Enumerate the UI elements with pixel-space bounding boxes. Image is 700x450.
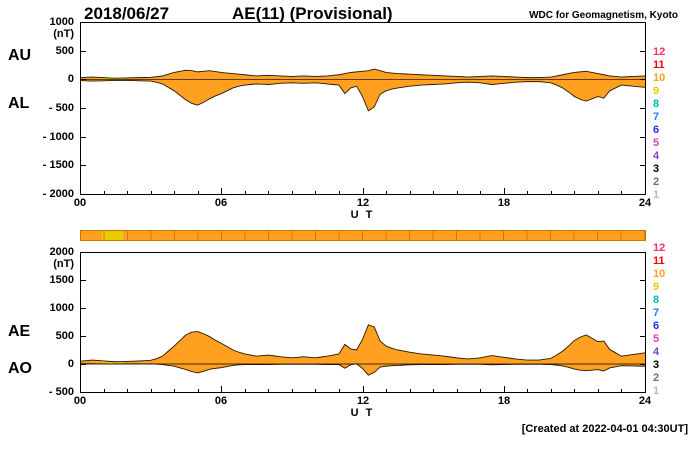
x-tick-label: 06 (214, 197, 228, 209)
y-tick-label: 1500 (49, 274, 74, 286)
plot-date: 2018/06/27 (84, 4, 170, 23)
station-count-1: 1 (653, 385, 660, 397)
x-tick-label: 00 (73, 395, 87, 407)
station-count-9: 9 (653, 85, 660, 97)
label-ao: AO (8, 360, 32, 377)
station-count-2: 2 (653, 176, 660, 188)
station-count-12: 12 (653, 242, 666, 254)
station-count-10: 10 (653, 268, 666, 280)
station-count-11: 11 (653, 59, 665, 71)
x-tick-label: 00 (73, 197, 87, 209)
x-tick-label: 18 (497, 197, 511, 209)
station-count-9: 9 (653, 281, 660, 293)
station-count-8: 8 (653, 98, 660, 110)
station-count-7: 7 (653, 307, 660, 319)
y-tick-label: 500 (55, 45, 74, 57)
y-tick-label: 2000 (49, 246, 74, 258)
y-axis-unit-label: (nT) (53, 28, 74, 40)
y-tick-label: 0 (67, 358, 74, 370)
y-tick-label: - 500 (48, 102, 74, 114)
x-tick-label: 06 (214, 395, 228, 407)
ut-axis-label: U T (350, 209, 375, 221)
station-count-6: 6 (653, 124, 660, 136)
y-tick-label: 1000 (49, 16, 74, 28)
x-tick-label: 18 (497, 395, 511, 407)
y-tick-label: 500 (55, 330, 74, 342)
station-count-12: 12 (653, 46, 666, 58)
y-axis-unit-label: (nT) (53, 258, 74, 270)
x-tick-label: 12 (356, 197, 370, 209)
y-tick-label: - 1500 (42, 159, 74, 171)
station-count-4: 4 (653, 346, 660, 358)
y-tick-label: 0 (67, 73, 74, 85)
station-count-11: 11 (653, 255, 665, 267)
station-count-5: 5 (653, 137, 660, 149)
station-count-10: 10 (653, 72, 666, 84)
source-label: WDC for Geomagnetism, Kyoto (529, 10, 678, 21)
ut-axis-label: U T (350, 407, 375, 419)
station-count-5: 5 (653, 333, 660, 345)
plot-title: AE(11) (Provisional) (232, 4, 393, 23)
y-tick-label: - 2000 (42, 188, 74, 200)
station-count-6: 6 (653, 320, 660, 332)
x-tick-label: 24 (638, 197, 652, 209)
y-tick-label: 1000 (49, 302, 74, 314)
station-count-3: 3 (653, 163, 660, 175)
y-tick-label: - 500 (48, 386, 74, 398)
station-count-3: 3 (653, 359, 660, 371)
label-au: AU (8, 47, 32, 64)
station-count-2: 2 (653, 372, 660, 384)
station-availability-bar (80, 230, 646, 241)
station-count-1: 1 (653, 189, 660, 201)
station-count-4: 4 (653, 150, 660, 162)
x-tick-label: 24 (638, 395, 652, 407)
station-count-7: 7 (653, 111, 660, 123)
station-count-8: 8 (653, 294, 660, 306)
created-at-label: [Created at 2022-04-01 04:30UT] (521, 423, 688, 435)
label-ae: AE (8, 323, 31, 340)
y-tick-label: - 1000 (42, 131, 74, 143)
x-tick-label: 12 (356, 395, 370, 407)
label-al: AL (8, 95, 30, 112)
station-bar-hour-ticks (81, 231, 645, 240)
